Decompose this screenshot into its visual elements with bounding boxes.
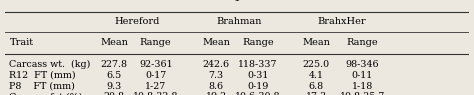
Text: 0-19: 0-19 [247,82,269,91]
Text: Mean: Mean [100,38,128,47]
Text: 1-27: 1-27 [145,82,166,91]
Text: 20.8: 20.8 [103,92,124,95]
Text: Range: Range [140,38,172,47]
Text: 8.6: 8.6 [209,82,224,91]
Text: 9.3: 9.3 [106,82,121,91]
Text: Mean: Mean [202,38,230,47]
Text: 6.5: 6.5 [106,71,121,80]
Text: 92-361: 92-361 [139,60,173,69]
Text: 242.6: 242.6 [202,60,230,69]
Text: Brahman: Brahman [217,17,262,26]
Text: 225.0: 225.0 [302,60,329,69]
Text: Carcass fat (%): Carcass fat (%) [9,92,83,95]
Text: 19.2: 19.2 [206,92,227,95]
Text: 1: 1 [234,0,240,3]
Text: 118-337: 118-337 [238,60,278,69]
Text: 98-346: 98-346 [346,60,379,69]
Text: Range: Range [346,38,378,47]
Text: 1-18: 1-18 [352,82,373,91]
Text: 227.8: 227.8 [100,60,128,69]
Text: R12  FT (mm): R12 FT (mm) [9,71,76,80]
Text: Range: Range [242,38,273,47]
Text: Mean: Mean [302,38,330,47]
Text: 7.3: 7.3 [209,71,224,80]
Text: P8    FT (mm): P8 FT (mm) [9,82,75,91]
Text: 10.6-30.8: 10.6-30.8 [235,92,281,95]
Text: Hereford: Hereford [114,17,160,26]
Text: 4.1: 4.1 [309,71,323,80]
Text: 10.8-32.8: 10.8-32.8 [133,92,178,95]
Text: 6.8: 6.8 [309,82,324,91]
Text: 0-11: 0-11 [352,71,373,80]
Text: Trait: Trait [9,38,34,47]
Text: 17.3: 17.3 [305,92,327,95]
Text: 10.8-25.7: 10.8-25.7 [340,92,385,95]
Text: Carcass wt.  (kg): Carcass wt. (kg) [9,60,91,69]
Text: 0-17: 0-17 [145,71,166,80]
Text: 0-31: 0-31 [247,71,269,80]
Text: BrahxHer: BrahxHer [317,17,366,26]
